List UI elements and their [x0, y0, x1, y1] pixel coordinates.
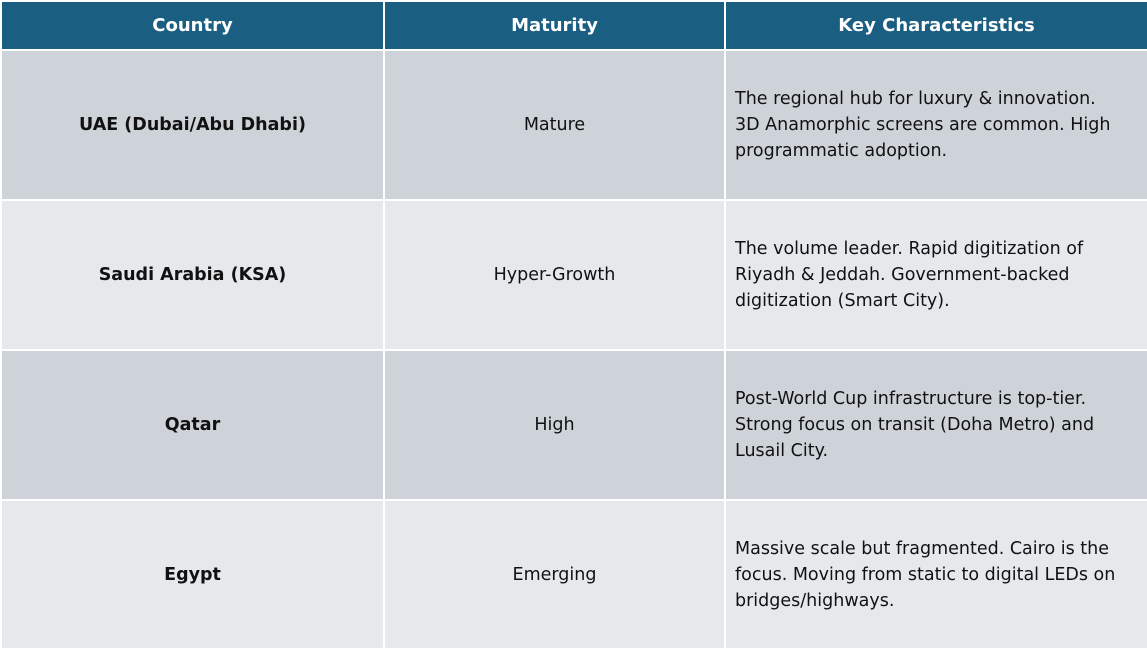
header-cell: Country: [0, 0, 385, 51]
table-cell: The volume leader. Rapid digitization of…: [724, 199, 1147, 351]
table-cell: The regional hub for luxury & innovation…: [724, 49, 1147, 201]
table-cell: Emerging: [383, 499, 726, 648]
table-cell: Qatar: [0, 349, 385, 501]
table-cell: Saudi Arabia (KSA): [0, 199, 385, 351]
table-cell: UAE (Dubai/Abu Dhabi): [0, 49, 385, 201]
header-row: Country Maturity Key Characteristics: [0, 0, 1147, 51]
table-cell: Mature: [383, 49, 726, 201]
header-cell: Key Characteristics: [724, 0, 1147, 51]
header-cell: Maturity: [383, 0, 726, 51]
table-row: Qatar High Post-World Cup infrastructure i…: [0, 349, 1147, 501]
table-cell: Massive scale but fragmented. Cairo is t…: [724, 499, 1147, 648]
table-cell: Post-World Cup infrastructure is top-tie…: [724, 349, 1147, 501]
table-row: UAE (Dubai/Abu Dhabi) Mature The regional …: [0, 49, 1147, 201]
table-cell: High: [383, 349, 726, 501]
table-body: UAE (Dubai/Abu Dhabi) Mature The regional …: [0, 49, 1147, 648]
table-row: Saudi Arabia (KSA) Hyper-Growth The volume…: [0, 199, 1147, 351]
table-cell: Egypt: [0, 499, 385, 648]
table-row: Egypt Emerging Massive scale but fragmente…: [0, 499, 1147, 648]
table-cell: Hyper-Growth: [383, 199, 726, 351]
